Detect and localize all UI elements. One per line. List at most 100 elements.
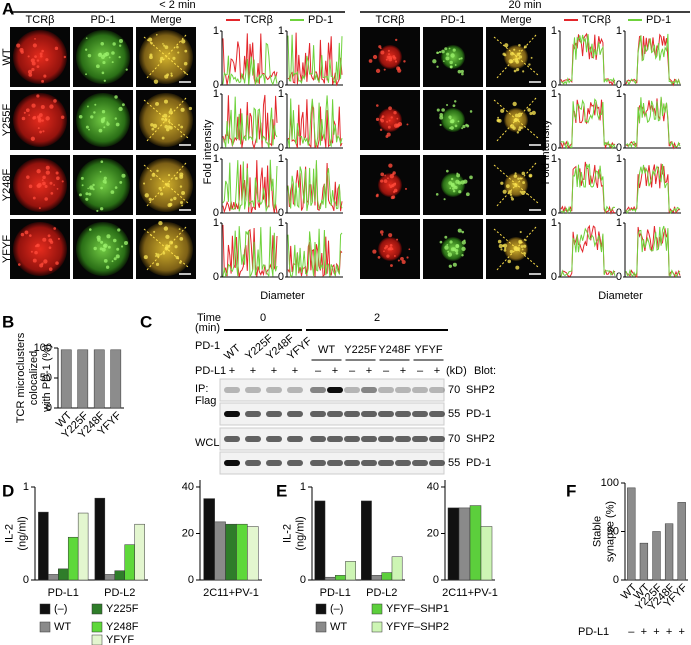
speckle: [106, 234, 111, 239]
speckle: [48, 267, 53, 272]
y-tick-label: 40: [182, 481, 194, 493]
speckle: [116, 247, 120, 251]
profile-trace: [222, 159, 278, 213]
y-tick-label: 1: [213, 217, 219, 229]
speckle: [512, 126, 516, 130]
legend-label: WT: [54, 621, 71, 633]
profile-trace: [560, 32, 616, 87]
speckle: [163, 113, 168, 118]
y-tick-label: 0: [551, 142, 557, 154]
speckle: [118, 44, 122, 47]
panel-label: A: [2, 0, 14, 18]
bar: [247, 526, 259, 581]
bar: [60, 349, 72, 409]
speckle: [444, 235, 448, 239]
speckle: [148, 197, 152, 201]
speckle: [112, 238, 117, 243]
legend-swatch: [39, 603, 51, 615]
speckle: [445, 56, 450, 61]
legend-swatch: [39, 621, 51, 633]
speckle: [42, 181, 46, 186]
row-label: YFYF: [1, 235, 13, 263]
speckle: [34, 55, 37, 58]
speckle: [42, 237, 47, 242]
speckle: [450, 126, 454, 130]
cell: [76, 158, 130, 212]
speckle: [36, 94, 40, 98]
speckle: [31, 67, 35, 72]
speckle: [404, 187, 408, 190]
speckle: [120, 245, 124, 248]
speckle: [449, 60, 453, 65]
y-tick-label: 0: [213, 79, 219, 91]
speckle: [63, 55, 67, 59]
bar: [314, 500, 326, 581]
sign: –: [349, 365, 356, 377]
speckle: [502, 244, 505, 247]
bar: [114, 570, 125, 581]
y-axis-label: Fold intensity: [202, 119, 214, 184]
bar: [236, 523, 248, 581]
y-tick-label: 100: [601, 477, 619, 489]
speckle: [114, 117, 117, 120]
speckle: [504, 43, 509, 48]
speckle: [23, 111, 26, 114]
speckle: [387, 125, 391, 129]
speckle: [170, 74, 173, 77]
speckle: [518, 241, 522, 244]
bar: [110, 349, 122, 409]
speckle: [469, 175, 473, 180]
band: [266, 436, 282, 442]
speckle: [517, 177, 520, 180]
bar: [371, 575, 382, 581]
speckle: [93, 246, 97, 251]
bar: [664, 523, 674, 581]
speckle: [61, 180, 64, 183]
bar: [104, 574, 116, 581]
y-tick-label: 0: [616, 142, 622, 154]
speckle: [513, 69, 517, 73]
speckle: [41, 119, 44, 122]
y-tick-label: 1: [278, 153, 284, 165]
speckle: [100, 42, 104, 46]
y-tick-label: 1: [616, 153, 622, 165]
speckle: [519, 190, 522, 193]
speckle: [518, 128, 522, 132]
speckle: [461, 246, 466, 252]
panel-label: E: [276, 481, 287, 500]
genotype-label: WT: [318, 344, 335, 356]
row-label: WT: [1, 48, 13, 65]
y-axis-label: Stable: [591, 516, 603, 547]
speckle: [507, 259, 512, 264]
band: [412, 460, 428, 466]
y-tick-label: 0: [188, 574, 194, 586]
speckle: [98, 128, 103, 133]
speckle: [32, 43, 37, 48]
band: [327, 436, 343, 442]
profile-trace: [222, 224, 278, 277]
band: [361, 411, 377, 417]
speckle: [386, 120, 389, 123]
speckle: [448, 181, 453, 185]
band: [287, 411, 303, 417]
speckle: [393, 111, 397, 115]
speckle: [514, 172, 517, 175]
profile-trace: [560, 224, 616, 278]
bar: [58, 568, 69, 581]
blot-label: PD-1: [466, 457, 491, 469]
speckle: [383, 68, 386, 71]
speckle: [105, 265, 110, 269]
profile-guide: [145, 34, 187, 80]
speckle: [388, 119, 391, 122]
speckle: [522, 181, 525, 185]
speckle: [389, 244, 393, 247]
speckle: [452, 189, 456, 193]
speckle: [177, 51, 180, 54]
speckle: [155, 262, 160, 267]
speckle: [378, 45, 382, 49]
column-header: Merge: [500, 14, 531, 26]
speckle: [38, 207, 41, 210]
y-tick-label: 0: [613, 574, 619, 586]
bar: [67, 536, 79, 581]
speckle: [368, 59, 373, 63]
